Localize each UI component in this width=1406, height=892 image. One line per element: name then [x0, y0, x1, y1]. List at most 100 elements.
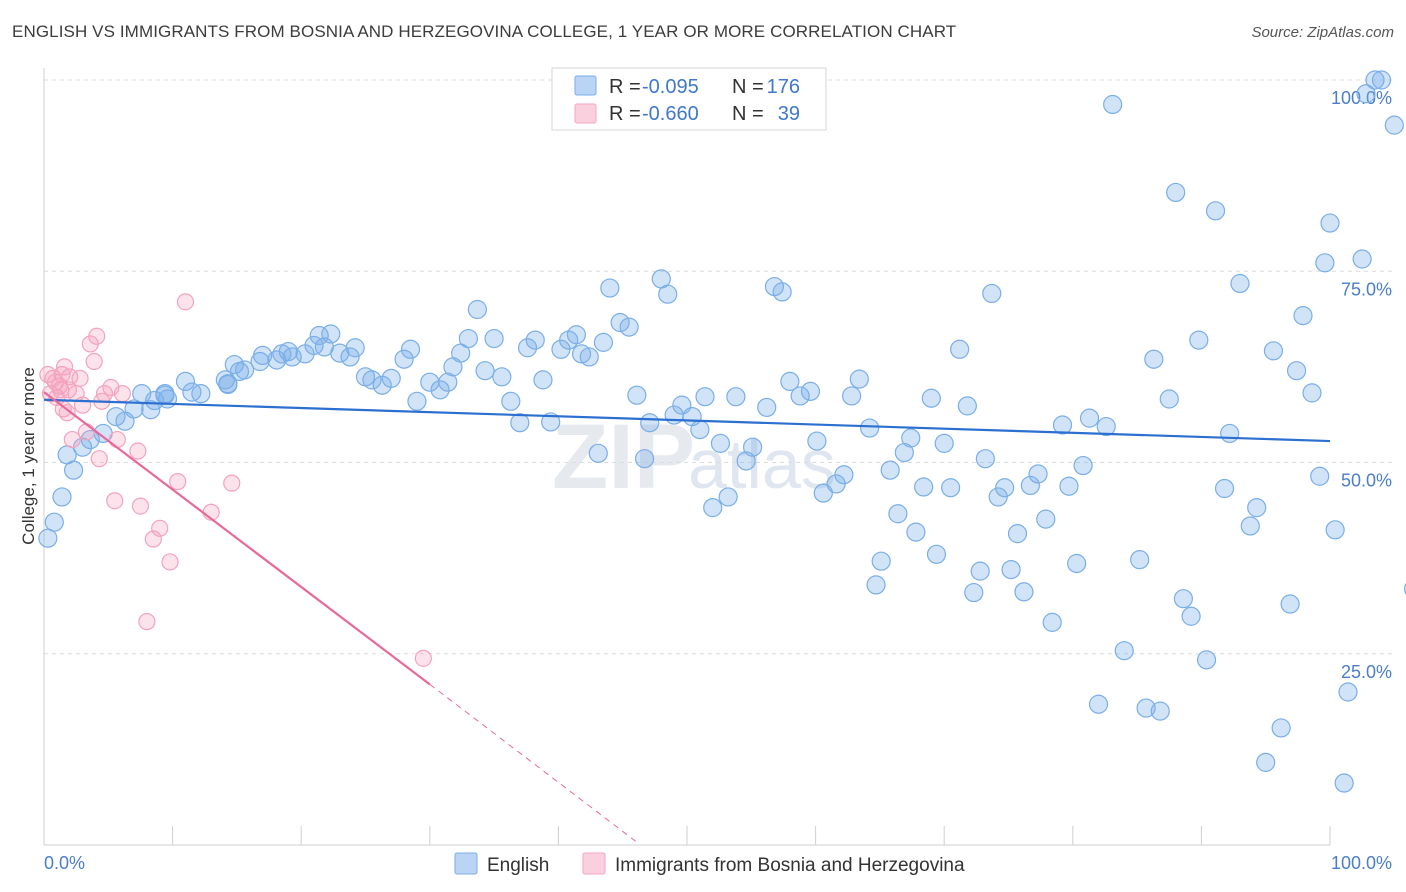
- english-point: [710, 433, 731, 453]
- english-point: [430, 380, 450, 400]
- english-point: [1067, 553, 1087, 574]
- english-point: [1302, 383, 1322, 403]
- english-point: [1189, 330, 1209, 350]
- english-point: [571, 344, 592, 364]
- bosnia-point: [63, 430, 81, 449]
- english-point: [1230, 273, 1250, 294]
- english-point: [906, 522, 926, 542]
- bosnia-point: [176, 293, 195, 311]
- legend-r-label-english: R =: [609, 76, 641, 98]
- english-points: [38, 70, 1406, 793]
- english-point: [541, 412, 561, 432]
- english-point: [1007, 524, 1028, 544]
- english-point: [634, 449, 655, 469]
- english-point: [1247, 498, 1267, 518]
- english-point: [394, 349, 414, 369]
- bottom-legend-english: English: [487, 855, 549, 876]
- english-point: [330, 343, 350, 363]
- english-point: [1103, 94, 1123, 115]
- english-point: [1181, 606, 1201, 626]
- english-point: [458, 328, 478, 349]
- english-point: [492, 367, 512, 387]
- x-tick-label-0: 0.0%: [44, 853, 85, 873]
- bosnia-points: [39, 293, 432, 667]
- english-point: [619, 317, 639, 337]
- english-point: [1286, 361, 1307, 381]
- english-point: [1096, 416, 1116, 437]
- english-point: [941, 478, 961, 498]
- y-tick-label-75: 75.0%: [1341, 279, 1392, 299]
- english-point: [235, 360, 255, 380]
- english-point: [106, 407, 126, 427]
- english-point: [1114, 641, 1134, 661]
- english-point: [921, 388, 941, 408]
- english-point: [658, 284, 678, 304]
- english-point: [1315, 253, 1335, 273]
- english-point: [484, 328, 504, 349]
- english-point: [860, 418, 880, 438]
- correlation-legend: R = -0.095 N = 176 R = -0.660 N = 39: [551, 67, 827, 131]
- english-point: [400, 339, 421, 359]
- english-point: [1073, 455, 1093, 476]
- english-point: [1263, 341, 1284, 361]
- english-point: [588, 443, 608, 463]
- english-point: [253, 345, 273, 365]
- english-point: [703, 498, 723, 518]
- english-point: [695, 387, 715, 407]
- english-point: [975, 449, 995, 469]
- english-point: [1079, 408, 1100, 428]
- english-point: [627, 385, 647, 405]
- english-point: [995, 478, 1015, 498]
- bosnia-point: [58, 404, 76, 422]
- english-point: [321, 324, 341, 344]
- y-axis-label: College, 1 year or more: [19, 367, 38, 545]
- bosnia-trend-line: [43, 391, 431, 686]
- english-point: [1014, 582, 1034, 602]
- bosnia-point: [223, 474, 241, 492]
- bosnia-point: [88, 327, 106, 345]
- english-point: [1166, 182, 1186, 203]
- bosnia-point: [55, 358, 74, 376]
- bosnia-point: [138, 613, 156, 631]
- bosnia-point: [108, 430, 126, 449]
- bosnia-point: [169, 473, 187, 491]
- bosnia-point: [71, 369, 89, 387]
- english-point: [970, 561, 990, 581]
- bosnia-point: [129, 442, 147, 460]
- english-point: [1020, 475, 1040, 496]
- english-point: [1356, 84, 1376, 104]
- english-point: [438, 372, 458, 392]
- bosnia-point: [113, 385, 132, 403]
- bottom-legend-swatch-bosnia: [582, 852, 606, 875]
- english-point: [1320, 213, 1340, 233]
- bottom-legend-bosnia: Immigrants from Bosnia and Herzegovina: [615, 855, 965, 876]
- legend-r-value-bosnia: -0.660: [642, 103, 699, 125]
- english-point: [640, 413, 660, 433]
- english-point: [1042, 612, 1062, 632]
- bosnia-point: [414, 649, 432, 667]
- english-point: [1214, 478, 1235, 499]
- english-point: [726, 387, 746, 407]
- english-point: [1150, 701, 1170, 721]
- english-point: [340, 347, 360, 367]
- english-point: [871, 551, 891, 571]
- english-point: [501, 391, 521, 411]
- english-point: [964, 582, 984, 603]
- english-point: [1310, 466, 1330, 486]
- english-point: [934, 433, 954, 453]
- english-point: [600, 278, 620, 298]
- series-legend: English Immigrants from Bosnia and Herze…: [454, 852, 965, 876]
- english-point: [849, 369, 869, 389]
- english-point: [842, 386, 862, 406]
- english-point: [525, 330, 545, 350]
- english-point: [610, 312, 630, 333]
- english-point: [1059, 476, 1079, 496]
- english-point: [1036, 509, 1056, 529]
- english-point: [407, 391, 427, 411]
- bosnia-point: [144, 530, 162, 548]
- bosnia-point: [59, 381, 78, 399]
- english-point: [1271, 718, 1291, 738]
- english-point: [362, 370, 382, 390]
- english-point: [1028, 464, 1048, 484]
